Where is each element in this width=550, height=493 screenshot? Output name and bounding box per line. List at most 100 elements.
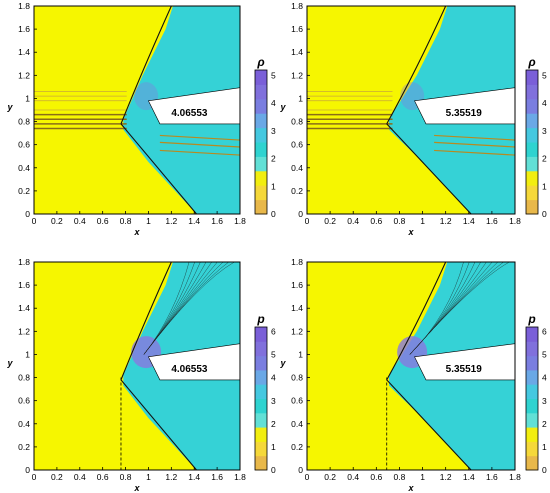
colorbar-tick-label: 5 — [271, 350, 276, 360]
y-tick-label: 1 — [25, 93, 30, 103]
body-wedge — [147, 87, 240, 125]
x-tick-label: 0.8 — [120, 216, 132, 226]
colorbar-band — [526, 441, 538, 457]
y-axis-label: y — [279, 358, 286, 368]
y-tick-label: 1.4 — [18, 303, 30, 313]
colorbar-tick-label: 1 — [271, 181, 276, 191]
colorbar-tick-label: 1 — [271, 442, 276, 452]
y-axis-label: y — [6, 102, 13, 112]
colorbar-band — [526, 127, 538, 143]
colorbar-band — [255, 441, 267, 457]
x-tick-label: 0.8 — [120, 472, 132, 482]
colorbar-tick-label: 2 — [271, 419, 276, 429]
colorbar-band — [526, 185, 538, 201]
plot-area — [34, 6, 240, 214]
colorbar-band — [526, 84, 538, 100]
colorbar-band — [255, 199, 267, 215]
y-tick-label: 0.8 — [291, 373, 303, 383]
y-tick-label: 1.8 — [291, 1, 303, 11]
y-tick-label: 0.2 — [18, 442, 30, 452]
wake-streak — [159, 141, 240, 148]
x-axis-label: x — [133, 483, 140, 493]
colorbar-title: p — [256, 312, 264, 326]
colorbar: 0 1 2 3 4 5 6p — [254, 312, 276, 475]
x-tick-label: 0.4 — [347, 216, 359, 226]
y-tick-label: 1.8 — [18, 257, 30, 267]
x-tick-label: 0.4 — [74, 472, 86, 482]
x-tick-label: 1 — [146, 216, 151, 226]
colorbar-tick-label: 0 — [271, 465, 276, 475]
upper-shock — [386, 262, 447, 381]
y-tick-label: 1.6 — [291, 280, 303, 290]
lower-shock — [386, 379, 472, 470]
y-axis-label: y — [6, 358, 13, 368]
y-tick-label: 0.2 — [18, 186, 30, 196]
colorbar-frame — [254, 326, 268, 471]
colorbar-tick-label: 4 — [542, 373, 547, 383]
x-tick-label: 1.4 — [188, 216, 200, 226]
y-tick-label: 1.4 — [291, 303, 303, 313]
colorbar-title: p — [527, 312, 535, 326]
y-tick-label: 1.2 — [18, 70, 30, 80]
wake-streak — [434, 141, 515, 148]
colorbar-frame — [525, 69, 539, 215]
colorbar-band — [255, 327, 267, 342]
y-tick-label: 1.2 — [291, 326, 303, 336]
wake-streak — [434, 134, 515, 141]
y-tick-label: 0.4 — [18, 163, 30, 173]
y-tick-label: 1 — [298, 349, 303, 359]
plot-area — [307, 262, 515, 470]
colorbar-title: ρ — [256, 55, 264, 69]
colorbar-tick-label: 0 — [542, 209, 547, 219]
body-wedge — [147, 343, 240, 381]
colorbar-band — [255, 70, 267, 85]
colorbar-frame — [254, 69, 268, 215]
upper-shock — [120, 262, 172, 381]
panel-4: 5.35519 0 0.2 0.4 0.6 0.8 1 1.2 1.4 1.6 1.8 0 0.2 0.4… — [279, 257, 547, 493]
x-tick-label: 0 — [32, 216, 37, 226]
x-axis-label: x — [133, 227, 140, 237]
x-tick-label: 1.6 — [486, 472, 498, 482]
colorbar-tick-label: 0 — [271, 209, 276, 219]
y-tick-label: 1.2 — [291, 70, 303, 80]
colorbar-band — [526, 70, 538, 85]
contour-line — [143, 262, 235, 355]
x-tick-label: 1.8 — [234, 216, 246, 226]
x-tick-label: 0.2 — [51, 216, 63, 226]
y-tick-label: 0 — [25, 209, 30, 219]
colorbar-band — [255, 427, 267, 442]
contour-line — [409, 262, 510, 355]
plot-frame — [33, 261, 241, 471]
colorbar-band — [255, 142, 267, 157]
x-tick-label: 0.8 — [394, 216, 406, 226]
plot-frame — [306, 5, 516, 215]
colorbar-band — [255, 127, 267, 143]
x-axis-label: x — [407, 483, 414, 493]
y-tick-label: 1.6 — [18, 24, 30, 34]
colorbar-band — [255, 355, 267, 371]
body-wedge — [414, 87, 515, 125]
colorbar-band — [526, 341, 538, 357]
colorbar-title: ρ — [527, 55, 535, 69]
pressure-contours — [143, 262, 235, 355]
panel-3: 4.06553 0 0.2 0.4 0.6 0.8 1 1.2 1.4 1.6 1.8 0 0.2 0.4… — [6, 257, 276, 493]
panel-value-label: 5.35519 — [446, 108, 483, 119]
x-tick-label: 1.6 — [211, 216, 223, 226]
x-tick-label: 1.2 — [440, 216, 452, 226]
colorbar-band — [526, 142, 538, 157]
panel-value-label: 5.35519 — [446, 364, 483, 375]
x-tick-label: 1.8 — [509, 216, 521, 226]
x-tick-label: 0.6 — [370, 216, 382, 226]
colorbar-tick-label: 2 — [271, 154, 276, 164]
x-tick-label: 0.4 — [74, 216, 86, 226]
x-tick-label: 1.2 — [165, 216, 177, 226]
x-tick-label: 0.2 — [51, 472, 63, 482]
x-tick-label: 0.8 — [394, 472, 406, 482]
x-tick-label: 0.6 — [370, 472, 382, 482]
y-tick-label: 0.6 — [18, 396, 30, 406]
y-tick-label: 0.8 — [291, 117, 303, 127]
wake-streak — [159, 149, 240, 156]
panel-value-label: 4.06553 — [171, 108, 208, 119]
